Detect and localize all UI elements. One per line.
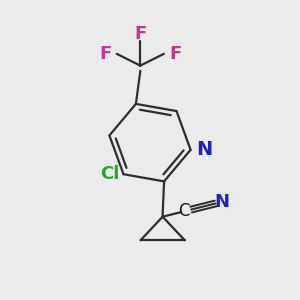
Text: F: F (169, 45, 182, 63)
Text: Cl: Cl (100, 165, 119, 183)
Text: C: C (178, 202, 190, 220)
Text: F: F (99, 45, 112, 63)
Text: N: N (196, 140, 212, 159)
Text: N: N (214, 193, 229, 211)
Text: F: F (134, 25, 146, 43)
